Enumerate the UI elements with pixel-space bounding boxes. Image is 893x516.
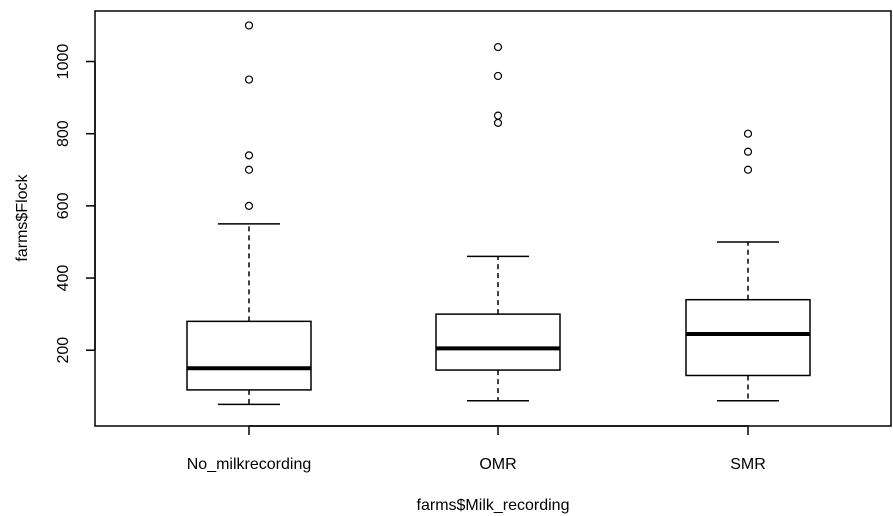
outlier-point — [493, 42, 503, 52]
outlier-point — [244, 21, 254, 30]
iqr-box — [435, 313, 561, 371]
outlier-point — [743, 129, 753, 138]
outlier-point — [244, 165, 254, 174]
outlier-point — [244, 75, 254, 84]
iqr-box — [186, 320, 312, 391]
outlier-point — [493, 71, 503, 81]
box-group — [435, 42, 561, 402]
y-tick-label: 600 — [55, 192, 72, 219]
y-axis: 200 400 600 800 1000 — [55, 44, 96, 364]
y-axis-label: farms$Flock — [14, 173, 31, 261]
y-tick-label: 200 — [55, 337, 72, 364]
y-tick-label: 800 — [55, 120, 72, 147]
box-group — [685, 129, 811, 402]
x-axis: No_milkrecording OMR SMR — [187, 425, 766, 473]
boxes — [186, 21, 811, 406]
x-tick-label: OMR — [479, 456, 516, 473]
x-tick-label: No_milkrecording — [187, 456, 312, 473]
outlier-point — [244, 201, 254, 210]
y-tick-label: 400 — [55, 265, 72, 292]
x-tick-label: SMR — [730, 456, 766, 473]
y-tick-label: 1000 — [55, 44, 72, 80]
outlier-point — [493, 111, 503, 120]
outlier-point — [244, 151, 254, 160]
outlier-point — [743, 147, 753, 156]
iqr-box — [685, 298, 811, 377]
x-axis-label: farms$Milk_recording — [417, 497, 570, 514]
box-group — [186, 21, 312, 406]
outlier-point — [743, 165, 753, 174]
outlier-point — [493, 118, 503, 127]
